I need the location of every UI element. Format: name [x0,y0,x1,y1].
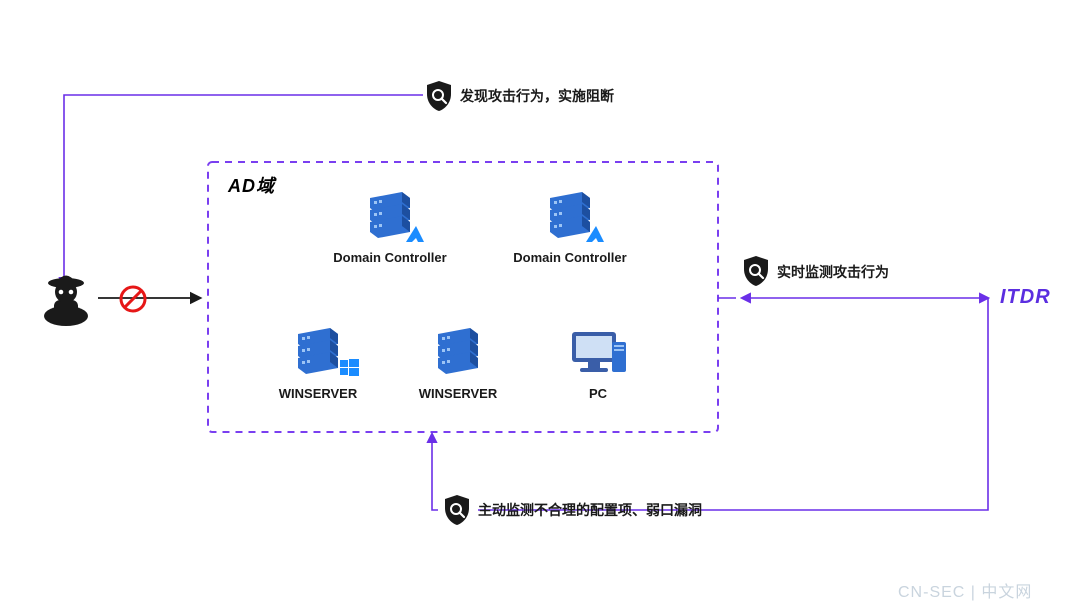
node-ws2: WINSERVER [398,328,518,401]
label-top: 发现攻击行为，实施阻断 [460,86,614,106]
server-icon [430,328,486,380]
azure-badge-icon [586,226,606,244]
watermark: CN-SEC | 中文网 [898,578,1032,602]
node-dc1-label: Domain Controller [320,250,460,265]
attacker-icon [40,270,92,326]
windows-badge-icon [340,358,360,378]
label-bottom: 主动监测不合理的配置项、弱口漏洞 [478,500,702,520]
pc-icon [566,328,630,380]
shield-top-icon [424,80,454,112]
azure-badge-icon [406,226,426,244]
node-ws1-label: WINSERVER [258,386,378,401]
node-pc-label: PC [548,386,648,401]
ad-domain-title: AD域 [228,172,275,198]
node-dc2: Domain Controller [500,192,640,265]
node-ws2-label: WINSERVER [398,386,518,401]
server-icon [290,328,346,380]
node-pc: PC [548,328,648,401]
prohibit-icon [118,284,148,314]
label-right: 实时监测攻击行为 [777,262,889,282]
node-ws1: WINSERVER [258,328,378,401]
shield-bottom-icon [442,494,472,526]
node-dc2-label: Domain Controller [500,250,640,265]
itdr-label: ITDR [1000,286,1051,309]
node-dc1: Domain Controller [320,192,460,265]
flow-line-bottom-up [432,434,438,510]
shield-right-icon [741,255,771,287]
